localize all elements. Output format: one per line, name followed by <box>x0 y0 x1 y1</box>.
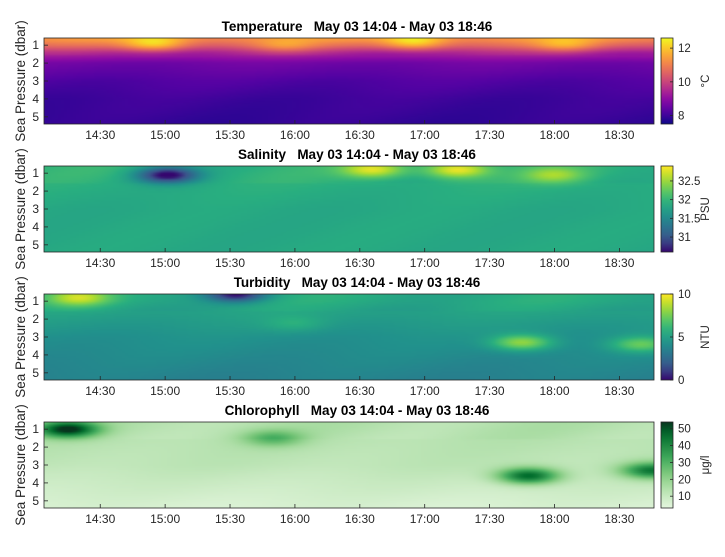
x-tick-label: 16:30 <box>345 128 375 142</box>
x-tick-label: 18:00 <box>539 384 569 398</box>
colorbar-tick-label: 8 <box>678 111 684 123</box>
colorbar-tick-label: 50 <box>678 424 691 436</box>
colorbar-tick-label: 10 <box>678 289 691 301</box>
x-tick-label: 17:00 <box>410 384 440 398</box>
x-tick-label: 18:30 <box>604 512 634 526</box>
panel-salinity: Salinity May 03 14:04 - May 03 18:46 Sea … <box>13 147 712 270</box>
y-tick-label: 2 <box>32 184 39 198</box>
heatmap-image <box>44 422 654 508</box>
x-tick-label: 14:30 <box>85 512 115 526</box>
y-axis-label: Sea Pressure (dbar) <box>13 404 28 526</box>
colorbar-tick-label: 31 <box>678 232 691 244</box>
chart-title: Turbidity May 03 14:04 - May 03 18:46 <box>234 275 481 290</box>
colorbar-tick-label: 32.5 <box>678 176 700 188</box>
colorbar-label: NTU <box>700 325 712 349</box>
colorbar-tick-label: 10 <box>678 491 691 503</box>
panel-chlorophyll: Chlorophyll May 03 14:04 - May 03 18:46 S… <box>13 403 712 526</box>
y-tick-label: 5 <box>32 494 39 508</box>
x-tick-label: 15:00 <box>150 384 180 398</box>
colorbar-tick-label: 0 <box>678 375 684 387</box>
colorbar-tick-label: 20 <box>678 474 691 486</box>
y-tick-label: 2 <box>32 56 39 70</box>
y-tick-label: 1 <box>32 38 39 52</box>
x-tick-label: 16:00 <box>280 512 310 526</box>
colorbar-tick-label: 10 <box>678 77 691 89</box>
y-tick-label: 3 <box>32 458 39 472</box>
x-tick-label: 17:30 <box>475 256 505 270</box>
x-tick-label: 18:30 <box>604 384 634 398</box>
y-tick-label: 4 <box>32 220 39 234</box>
y-tick-label: 3 <box>32 74 39 88</box>
colorbar-label: μg/l <box>700 456 712 475</box>
colorbar-tick-label: 30 <box>678 457 691 469</box>
x-tick-label: 16:30 <box>345 512 375 526</box>
colorbar-tick-label: 12 <box>678 43 691 55</box>
y-tick-label: 3 <box>32 202 39 216</box>
colorbar-label: PSU <box>700 197 712 221</box>
heatmap-image <box>44 38 654 124</box>
y-axis-label: Sea Pressure (dbar) <box>13 276 28 398</box>
y-tick-label: 1 <box>32 294 39 308</box>
colorbar-label: °C <box>700 75 712 88</box>
x-tick-label: 15:00 <box>150 128 180 142</box>
y-tick-label: 5 <box>32 110 39 124</box>
colorbar-tick-label: 40 <box>678 441 691 453</box>
colorbar <box>660 421 674 509</box>
x-tick-label: 15:30 <box>215 512 245 526</box>
x-tick-label: 14:30 <box>85 384 115 398</box>
y-tick-label: 2 <box>32 440 39 454</box>
y-tick-label: 1 <box>32 422 39 436</box>
x-tick-label: 18:30 <box>604 128 634 142</box>
x-tick-label: 15:00 <box>150 512 180 526</box>
x-tick-label: 17:00 <box>410 256 440 270</box>
colorbar <box>660 37 674 125</box>
x-tick-label: 15:00 <box>150 256 180 270</box>
y-tick-label: 4 <box>32 348 39 362</box>
x-tick-label: 16:00 <box>280 256 310 270</box>
x-tick-label: 17:30 <box>475 512 505 526</box>
colorbar-tick-label: 5 <box>678 332 684 344</box>
x-tick-label: 18:00 <box>539 128 569 142</box>
chart-title: Salinity May 03 14:04 - May 03 18:46 <box>238 147 476 162</box>
y-tick-label: 2 <box>32 312 39 326</box>
y-tick-label: 3 <box>32 330 39 344</box>
x-tick-label: 15:30 <box>215 256 245 270</box>
x-tick-label: 15:30 <box>215 128 245 142</box>
x-tick-label: 17:30 <box>475 128 505 142</box>
x-tick-label: 17:30 <box>475 384 505 398</box>
y-axis-label: Sea Pressure (dbar) <box>13 148 28 270</box>
panel-temperature: Temperature May 03 14:04 - May 03 18:46 S… <box>13 19 712 142</box>
x-tick-label: 18:00 <box>539 512 569 526</box>
x-tick-label: 18:30 <box>604 256 634 270</box>
chart-title: Chlorophyll May 03 14:04 - May 03 18:46 <box>225 403 490 418</box>
x-tick-label: 15:30 <box>215 384 245 398</box>
chart-title: Temperature May 03 14:04 - May 03 18:46 <box>222 19 493 34</box>
x-tick-label: 16:00 <box>280 128 310 142</box>
x-tick-label: 14:30 <box>85 128 115 142</box>
heatmap-image <box>44 294 654 380</box>
colorbar-tick-label: 31.5 <box>678 213 700 225</box>
y-tick-label: 5 <box>32 238 39 252</box>
y-tick-label: 4 <box>32 92 39 106</box>
colorbar <box>660 165 674 253</box>
x-tick-label: 16:30 <box>345 256 375 270</box>
y-tick-label: 4 <box>32 476 39 490</box>
y-tick-label: 5 <box>32 366 39 380</box>
x-tick-label: 18:00 <box>539 256 569 270</box>
x-tick-label: 17:00 <box>410 128 440 142</box>
panel-turbidity: Turbidity May 03 14:04 - May 03 18:46 Sea… <box>13 275 712 398</box>
x-tick-label: 16:00 <box>280 384 310 398</box>
x-tick-label: 14:30 <box>85 256 115 270</box>
x-tick-label: 16:30 <box>345 384 375 398</box>
heatmap-image <box>44 166 654 252</box>
colorbar-tick-label: 32 <box>678 195 691 207</box>
y-axis-label: Sea Pressure (dbar) <box>13 20 28 142</box>
y-tick-label: 1 <box>32 166 39 180</box>
x-tick-label: 17:00 <box>410 512 440 526</box>
